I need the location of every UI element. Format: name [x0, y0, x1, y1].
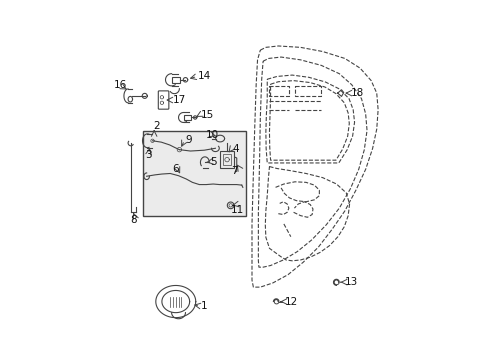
Text: 4: 4 [232, 144, 238, 154]
Text: 8: 8 [130, 215, 136, 225]
Text: 16: 16 [114, 80, 127, 90]
Bar [220, 151, 233, 168]
Text: 11: 11 [230, 204, 244, 215]
Text: 15: 15 [201, 110, 214, 120]
Text: 10: 10 [206, 130, 219, 140]
Text: 5: 5 [210, 157, 217, 167]
Text: 13: 13 [344, 277, 357, 287]
Text: 9: 9 [185, 135, 192, 145]
Text: 2: 2 [153, 121, 160, 131]
Text: 17: 17 [172, 95, 185, 105]
Text: 12: 12 [284, 297, 297, 307]
Text: 3: 3 [144, 150, 151, 160]
Text: 14: 14 [198, 72, 211, 81]
Bar [171, 77, 180, 82]
Bar [183, 115, 191, 120]
Text: 6: 6 [172, 164, 179, 174]
Text: 7: 7 [231, 166, 237, 176]
Bar [142, 131, 246, 216]
Text: 18: 18 [350, 88, 363, 98]
Bar [223, 154, 231, 165]
Text: 1: 1 [201, 301, 207, 311]
